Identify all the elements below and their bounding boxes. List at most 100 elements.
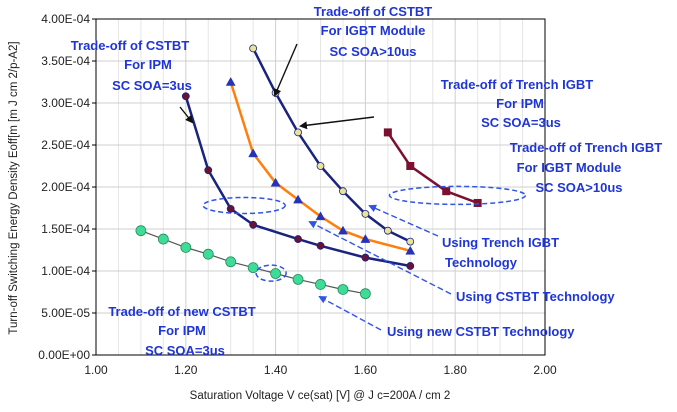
- data-point: [338, 225, 348, 235]
- data-point: [248, 148, 259, 158]
- data-point: [202, 248, 214, 260]
- data-point: [359, 288, 371, 300]
- annotation-line: Trade-off of CSTBT: [314, 4, 432, 19]
- data-point: [181, 92, 190, 101]
- data-point: [293, 194, 303, 204]
- data-point: [339, 187, 347, 196]
- annotation-line: SC SOA=3us: [112, 78, 192, 93]
- data-point: [292, 273, 304, 285]
- data-point: [135, 225, 147, 237]
- data-point: [180, 242, 192, 253]
- x-axis-title: Saturation Voltage V ce(sat) [V] @ J c=2…: [190, 390, 451, 402]
- series-line: [184, 95, 411, 268]
- annotation-pointer: [179, 106, 194, 124]
- series-line: [386, 131, 479, 205]
- y-tick-label: 3.00E-04: [41, 96, 90, 110]
- x-tick-label: 1.60: [354, 363, 378, 377]
- data-point: [316, 241, 325, 250]
- annotation-line: SC SOA=3us: [481, 115, 561, 130]
- series-3: [249, 44, 415, 246]
- data-point: [360, 234, 371, 243]
- data-point: [406, 162, 415, 170]
- annotation-line: Trade-off of CSTBT: [71, 38, 189, 53]
- data-point: [442, 187, 451, 196]
- annotation-8: Trade-off of new CSTBT For IPM SC SOA=3us: [108, 304, 255, 358]
- y-tick-label: 1.50E-04: [41, 222, 90, 236]
- data-point: [361, 209, 370, 218]
- annotation-line: For IGBT Module: [517, 160, 622, 175]
- y-axis-title: Turn-off Switching Energy Density Eoff[m…: [8, 41, 20, 334]
- data-point: [157, 233, 169, 245]
- data-point: [225, 76, 236, 86]
- data-point: [294, 128, 302, 137]
- x-tick-label: 1.20: [174, 363, 198, 377]
- series-line: [229, 81, 411, 253]
- annotation-line: SC SOA>10us: [329, 44, 416, 59]
- series-layer: [135, 44, 482, 300]
- data-point: [315, 211, 326, 221]
- y-tick-label: 3.50E-04: [41, 54, 90, 68]
- data-point: [337, 284, 349, 295]
- annotation-7: Using new CSTBT Technology: [318, 296, 575, 339]
- data-point: [405, 245, 416, 255]
- series-1: [181, 92, 415, 270]
- data-point: [315, 279, 326, 290]
- x-tick-label: 2.00: [533, 363, 557, 377]
- annotation-line: Using Trench IGBT: [442, 235, 559, 250]
- annotation-4: Trade-off of Trench IGBT For IGBT Module S…: [510, 140, 662, 195]
- data-point: [406, 237, 415, 246]
- annotation-1: Trade-off of CSTBT For IPM SC SOA=3us: [71, 38, 194, 124]
- highlight-ellipse: [255, 264, 287, 282]
- annotation-line: For IPM: [158, 323, 206, 338]
- y-tick-label: 4.00E-04: [41, 12, 90, 26]
- data-point: [225, 256, 237, 268]
- series-4: [383, 128, 482, 207]
- data-point: [249, 220, 258, 229]
- data-point: [204, 166, 213, 175]
- annotation-pointer: [273, 43, 298, 97]
- data-point: [383, 226, 392, 235]
- data-point: [294, 235, 302, 243]
- annotation-line: SC SOA>10us: [535, 180, 622, 195]
- annotation-5: Using Trench IGBT Technology: [368, 204, 559, 270]
- highlight-ellipse: [202, 196, 286, 215]
- axis-layer: 1.00 1.20 1.40 1.60 1.80 2.00 0.00E+00 5.00E-05…: [38, 12, 557, 377]
- x-tick-label: 1.40: [264, 363, 288, 377]
- data-point: [249, 44, 258, 53]
- series-2: [225, 76, 416, 255]
- y-tick-label: 1.00E-04: [41, 264, 90, 278]
- annotation-line: Using new CSTBT Technology: [387, 324, 575, 339]
- annotation-pointer: [299, 116, 375, 130]
- annotation-3: Trade-off of Trench IGBT For IPM SC SOA=3u…: [299, 77, 593, 130]
- annotation-line: For IPM: [496, 96, 544, 111]
- annotation-line: For IPM: [124, 57, 172, 72]
- annotation-line: Trade-off of new CSTBT: [108, 304, 255, 319]
- data-point: [226, 204, 235, 213]
- y-tick-label: 2.00E-04: [41, 180, 90, 194]
- data-point: [406, 262, 415, 270]
- annotation-line: For IGBT Module: [321, 23, 426, 38]
- y-tick-label: 5.00E-05: [41, 306, 90, 320]
- annotation-pointer: [368, 204, 439, 237]
- data-point: [316, 162, 325, 170]
- data-point: [270, 268, 282, 279]
- series-5: [135, 225, 371, 300]
- data-point: [473, 198, 482, 207]
- y-tick-label: 0.00E+00: [38, 348, 90, 362]
- data-point: [247, 262, 259, 274]
- annotation-line: Using CSTBT Technology: [456, 289, 615, 304]
- highlight-ellipse: [388, 185, 527, 206]
- annotation-6: Using CSTBT Technology: [308, 221, 615, 304]
- annotation-line: Technology: [445, 255, 518, 270]
- annotation-2: Trade-off of CSTBT For IGBT Module SC SOA>…: [273, 4, 432, 97]
- annotation-line: Trade-off of Trench IGBT: [441, 77, 593, 92]
- y-tick-label: 2.50E-04: [41, 138, 90, 152]
- annotation-line: Trade-off of Trench IGBT: [510, 140, 662, 155]
- x-tick-label: 1.00: [84, 363, 108, 377]
- x-tick-label: 1.80: [444, 363, 468, 377]
- data-point: [383, 128, 392, 137]
- annotation-pointer: [308, 221, 452, 295]
